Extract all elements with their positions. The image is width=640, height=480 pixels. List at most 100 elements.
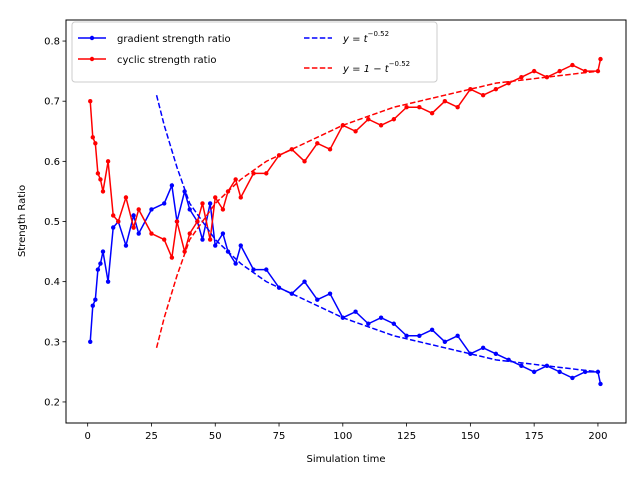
- data-point: [391, 321, 397, 326]
- x-tick-label: 200: [588, 431, 607, 442]
- data-point: [519, 363, 524, 369]
- data-point: [557, 68, 562, 74]
- data-point: [404, 333, 409, 338]
- data-point: [187, 207, 192, 212]
- data-point: [315, 141, 320, 146]
- data-point: [213, 195, 218, 200]
- series-2: [155, 95, 599, 373]
- data-point: [93, 141, 98, 146]
- data-point: [238, 195, 243, 200]
- data-point: [207, 201, 213, 206]
- data-point: [149, 231, 154, 236]
- y-axis-ticks: 0.2 0.3 0.4 0.5 0.6 0.7 0.8: [44, 37, 66, 408]
- data-point: [90, 303, 95, 308]
- data-point: [417, 333, 422, 338]
- series-line: [155, 95, 599, 373]
- y-tick-label: 0.4: [44, 277, 60, 288]
- data-point: [302, 159, 307, 164]
- data-point: [493, 86, 499, 92]
- data-point: [233, 261, 238, 266]
- legend-box: [71, 21, 438, 83]
- y-tick-label: 0.8: [44, 37, 60, 48]
- data-point: [468, 86, 473, 92]
- data-point: [353, 309, 358, 314]
- data-point: [315, 297, 320, 302]
- data-point: [131, 225, 136, 230]
- data-point: [557, 369, 562, 375]
- data-point: [468, 351, 473, 357]
- data-point: [220, 207, 226, 212]
- data-point: [455, 105, 460, 110]
- data-point: [100, 189, 106, 194]
- data-point: [90, 135, 95, 140]
- data-point: [378, 315, 384, 320]
- legend-complement-main: y = 1 − t: [342, 64, 390, 75]
- data-point: [95, 267, 101, 272]
- data-point: [391, 117, 397, 122]
- data-point: [123, 195, 129, 200]
- data-point: [116, 219, 121, 224]
- legend-cyclic-marker: [89, 56, 95, 62]
- legend-cyclic-label: cyclic strength ratio: [117, 55, 217, 66]
- data-point: [238, 243, 243, 248]
- data-point: [366, 321, 371, 326]
- data-point: [353, 129, 358, 134]
- x-tick-label: 175: [525, 431, 544, 442]
- data-point: [264, 171, 269, 176]
- data-point: [570, 62, 575, 68]
- legend-complement-label: y = 1 − t−0.52: [342, 60, 410, 75]
- x-tick-label: 25: [145, 431, 158, 442]
- legend: gradient strength ratio cyclic strength …: [71, 21, 438, 83]
- data-point: [327, 147, 333, 152]
- data-point: [598, 381, 603, 387]
- data-point: [136, 231, 141, 236]
- data-point: [417, 105, 422, 110]
- data-point: [207, 237, 213, 242]
- data-point: [187, 231, 192, 236]
- data-point: [366, 117, 371, 122]
- y-axis-label: Strength Ratio: [17, 185, 28, 257]
- data-point: [442, 99, 448, 104]
- data-point: [98, 261, 103, 266]
- data-point: [519, 74, 524, 80]
- data-point: [442, 339, 448, 344]
- x-axis-label: Simulation time: [306, 454, 385, 465]
- x-tick-label: 50: [209, 431, 222, 442]
- data-point: [162, 237, 167, 242]
- y-tick-label: 0.3: [44, 337, 60, 348]
- data-point: [455, 333, 460, 338]
- data-point: [149, 207, 154, 212]
- data-point: [213, 243, 218, 248]
- legend-power-law-main: y = t: [342, 34, 369, 45]
- data-point: [429, 111, 435, 116]
- data-point: [105, 279, 111, 284]
- legend-gradient-marker: [89, 35, 95, 41]
- x-tick-label: 125: [397, 431, 416, 442]
- data-point: [162, 201, 167, 206]
- data-point: [169, 255, 175, 260]
- data-point: [302, 279, 307, 284]
- y-tick-label: 0.7: [44, 97, 60, 108]
- y-tick-label: 0.2: [44, 397, 60, 408]
- data-point: [570, 375, 575, 381]
- data-point: [88, 339, 93, 344]
- legend-power-law-exponent: −0.52: [368, 30, 389, 38]
- data-point: [233, 177, 238, 182]
- data-point: [251, 267, 256, 272]
- x-axis-ticks: 0 25 50 75 100 125 150 175 200: [84, 423, 607, 442]
- data-point: [93, 297, 98, 302]
- y-tick-label: 0.5: [44, 217, 60, 228]
- data-point: [136, 207, 141, 212]
- series-1: [88, 56, 603, 261]
- y-tick-label: 0.6: [44, 157, 60, 168]
- data-point: [200, 237, 205, 242]
- legend-gradient-label: gradient strength ratio: [117, 34, 231, 45]
- data-point: [220, 231, 226, 236]
- data-point: [88, 99, 93, 104]
- data-point: [105, 159, 111, 164]
- data-point: [531, 68, 537, 74]
- data-point: [264, 267, 269, 272]
- data-point: [251, 171, 256, 176]
- data-point: [100, 249, 106, 254]
